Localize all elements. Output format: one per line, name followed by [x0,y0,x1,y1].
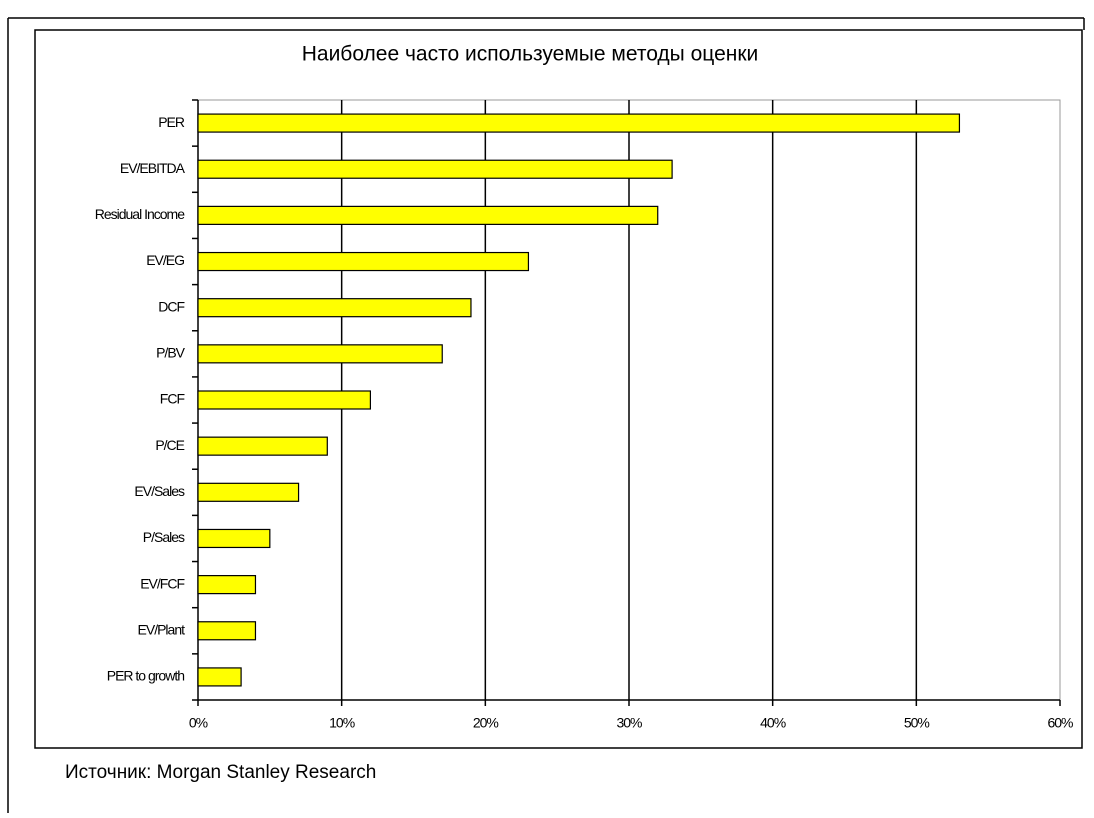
y-tick-label: EV/EBITDA [120,160,186,176]
chart-frame [34,29,1083,749]
bar [197,667,242,687]
x-tick-label: 20% [473,715,499,731]
bar [197,159,673,179]
x-tick-label: 40% [760,715,786,731]
y-tick-label: EV/EG [146,252,184,268]
bar [197,298,472,318]
bar [197,621,257,641]
bar [197,528,271,549]
source-note: Источник: Morgan Stanley Research [65,762,376,783]
bar [197,344,443,364]
y-tick-label: EV/Plant [138,621,186,637]
x-tick-label: 0% [189,715,208,731]
bar [197,390,371,410]
y-tick-label: EV/FCF [140,575,184,591]
x-tick-label: 60% [1047,715,1073,731]
bar [197,205,659,225]
y-tick-label: P/BV [156,345,186,361]
bar [197,113,961,133]
y-tick-label: FCF [160,391,185,407]
y-tick-label: Residual Income [95,206,185,222]
x-tick-label: 50% [904,715,930,731]
y-tick-label: P/Sales [143,529,185,545]
x-tick-label: 10% [329,715,355,731]
y-tick-label: P/CE [155,437,184,453]
chart-title: Наиболее часто используемые методы оценк… [302,43,759,66]
y-tick-label: DCF [158,298,184,314]
x-tick-label: 30% [616,715,642,731]
y-tick-label: PER [158,114,185,130]
bar [197,436,328,456]
bar [197,251,530,272]
y-tick-label: PER to growth [107,668,184,684]
bar [197,575,257,595]
bar [197,482,300,502]
y-tick-label: EV/Sales [134,483,185,499]
